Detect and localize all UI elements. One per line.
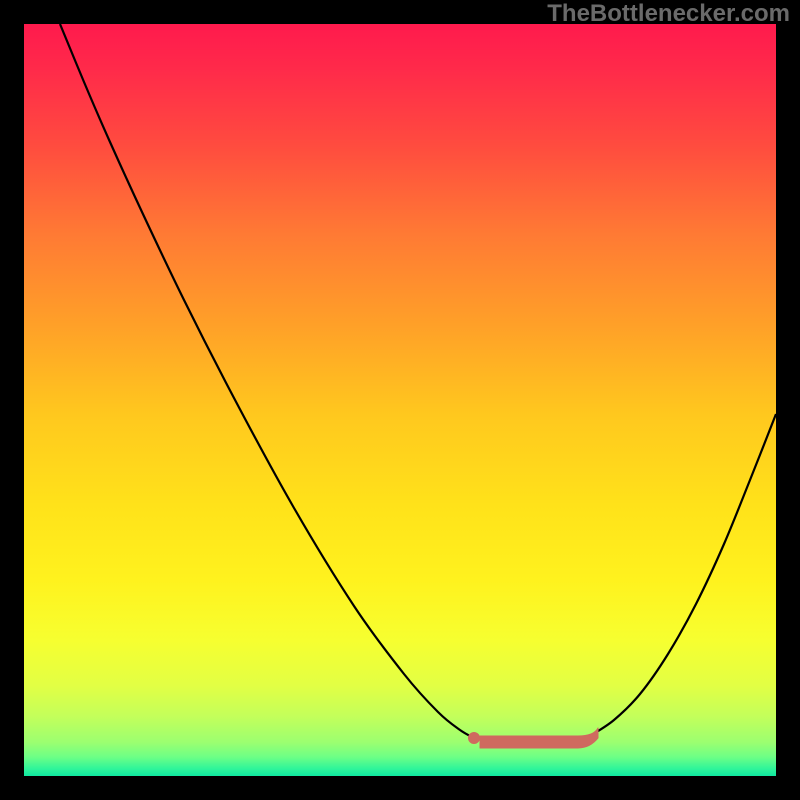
curve-left [60, 24, 474, 738]
plot-area [24, 24, 776, 776]
plateau-start-dot [468, 732, 480, 744]
plateau-marker-band [480, 728, 598, 748]
curve-right [590, 414, 776, 736]
watermark-text: TheBottlenecker.com [547, 0, 790, 28]
bottleneck-curve [24, 24, 776, 776]
